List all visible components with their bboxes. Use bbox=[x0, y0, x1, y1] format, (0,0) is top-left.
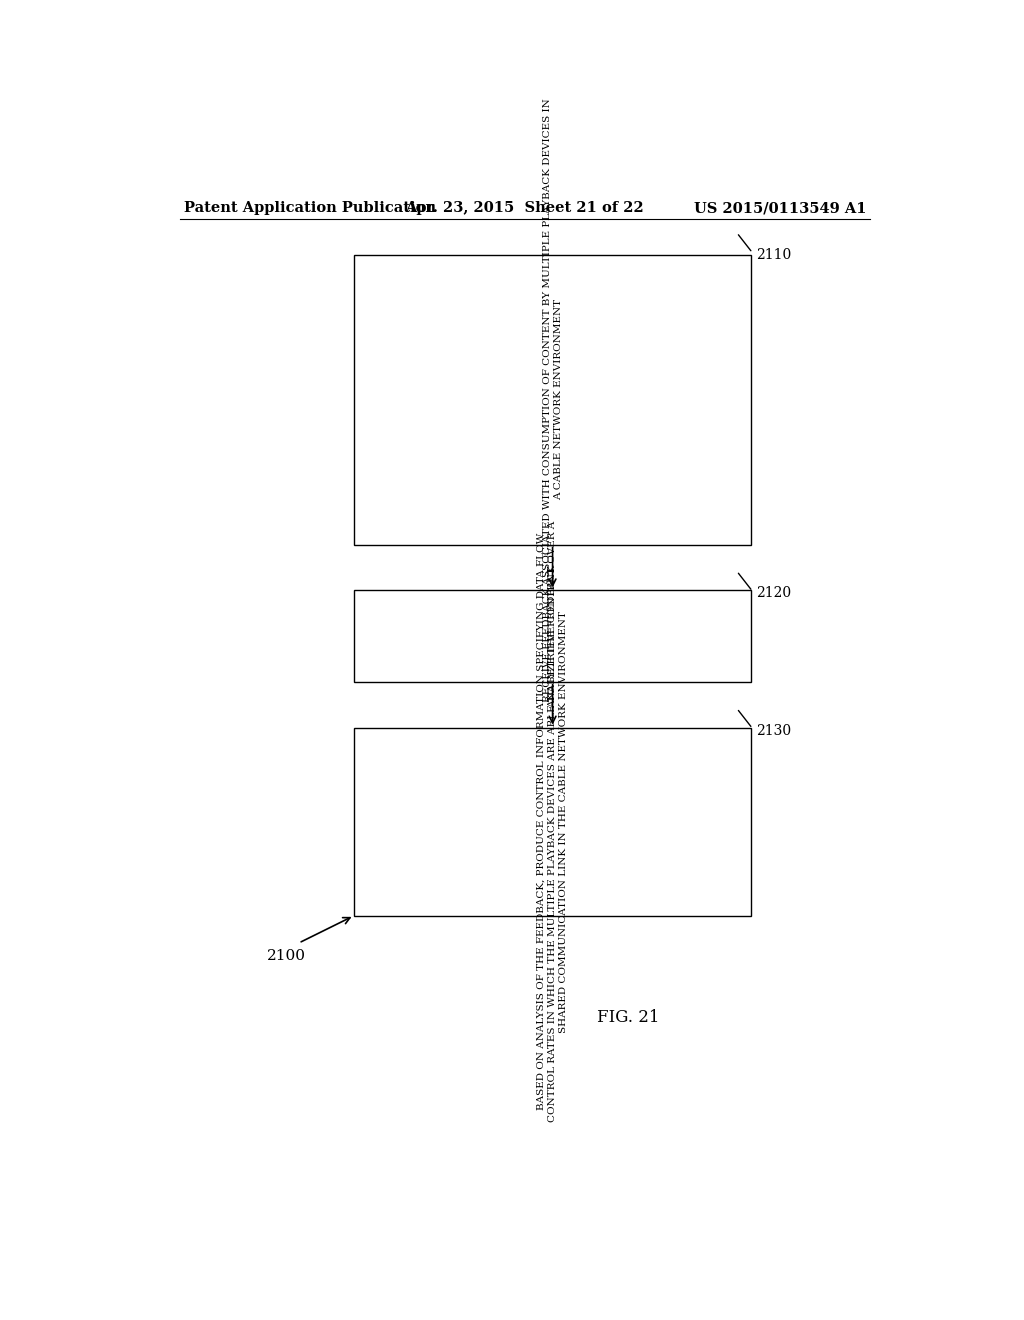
Bar bbox=[354, 727, 751, 916]
Text: ANALYZE THE FEEDBACK: ANALYZE THE FEEDBACK bbox=[548, 565, 557, 708]
Text: US 2015/0113549 A1: US 2015/0113549 A1 bbox=[693, 201, 866, 215]
Text: RECEIVE FEEDBACK ASSOCIATED WITH CONSUMPTION OF CONTENT BY MULTIPLE PLAYBACK DEV: RECEIVE FEEDBACK ASSOCIATED WITH CONSUMP… bbox=[543, 98, 562, 702]
Bar bbox=[354, 590, 751, 682]
Text: Apr. 23, 2015  Sheet 21 of 22: Apr. 23, 2015 Sheet 21 of 22 bbox=[406, 201, 644, 215]
Bar bbox=[354, 255, 751, 545]
Text: 2130: 2130 bbox=[757, 723, 792, 738]
Text: Patent Application Publication: Patent Application Publication bbox=[183, 201, 435, 215]
Text: FIG. 21: FIG. 21 bbox=[597, 1008, 659, 1026]
Text: 2100: 2100 bbox=[267, 949, 306, 964]
Text: 2110: 2110 bbox=[757, 248, 792, 261]
Text: 2120: 2120 bbox=[757, 586, 792, 601]
Text: BASED ON ANALYSIS OF THE FEEDBACK, PRODUCE CONTROL INFORMATION SPECIFYING DATA F: BASED ON ANALYSIS OF THE FEEDBACK, PRODU… bbox=[537, 521, 568, 1122]
